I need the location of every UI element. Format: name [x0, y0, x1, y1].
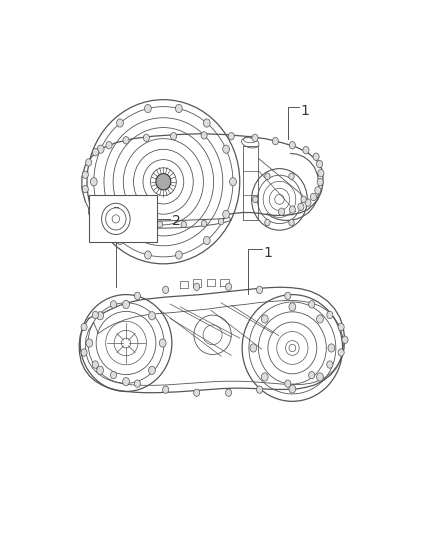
- Circle shape: [250, 344, 257, 352]
- Circle shape: [272, 138, 279, 145]
- Circle shape: [97, 366, 103, 374]
- Circle shape: [134, 292, 141, 300]
- Circle shape: [203, 119, 210, 127]
- Circle shape: [257, 386, 263, 393]
- Circle shape: [97, 145, 104, 154]
- Circle shape: [285, 292, 291, 300]
- Circle shape: [305, 199, 311, 206]
- Circle shape: [145, 104, 151, 112]
- Circle shape: [90, 177, 97, 186]
- Circle shape: [92, 361, 99, 368]
- Circle shape: [117, 119, 124, 127]
- Circle shape: [201, 220, 207, 227]
- Circle shape: [123, 136, 129, 144]
- Circle shape: [289, 173, 294, 180]
- Circle shape: [219, 219, 224, 225]
- Circle shape: [290, 206, 295, 213]
- Circle shape: [226, 389, 232, 397]
- Circle shape: [176, 251, 182, 259]
- Circle shape: [318, 169, 324, 177]
- Circle shape: [289, 385, 296, 393]
- Circle shape: [159, 339, 166, 347]
- Circle shape: [265, 173, 270, 180]
- Circle shape: [82, 185, 88, 193]
- Circle shape: [181, 221, 187, 228]
- Circle shape: [81, 349, 87, 356]
- Text: 2: 2: [172, 214, 180, 228]
- Circle shape: [117, 236, 124, 245]
- Circle shape: [201, 132, 207, 139]
- Circle shape: [98, 215, 103, 222]
- Circle shape: [97, 210, 104, 219]
- Circle shape: [257, 286, 263, 294]
- Circle shape: [261, 373, 268, 381]
- Circle shape: [176, 104, 182, 112]
- Circle shape: [162, 286, 169, 294]
- Circle shape: [148, 366, 155, 374]
- Text: 1: 1: [301, 104, 310, 118]
- Ellipse shape: [156, 174, 171, 190]
- Circle shape: [315, 187, 321, 194]
- Circle shape: [311, 193, 317, 200]
- Circle shape: [148, 312, 155, 320]
- Circle shape: [317, 179, 323, 186]
- Circle shape: [317, 373, 323, 381]
- Circle shape: [252, 134, 258, 142]
- Text: 1: 1: [264, 246, 272, 260]
- Circle shape: [313, 153, 319, 160]
- Circle shape: [143, 134, 149, 142]
- Circle shape: [81, 324, 87, 330]
- Bar: [88, 195, 157, 243]
- Circle shape: [134, 220, 139, 227]
- Circle shape: [157, 221, 162, 228]
- Circle shape: [97, 312, 103, 320]
- Circle shape: [86, 159, 92, 166]
- Circle shape: [317, 315, 323, 323]
- Circle shape: [123, 301, 130, 309]
- Circle shape: [145, 251, 151, 259]
- Circle shape: [194, 389, 200, 397]
- Circle shape: [338, 349, 344, 356]
- Circle shape: [162, 386, 169, 393]
- Circle shape: [298, 203, 304, 211]
- Circle shape: [265, 219, 270, 226]
- Circle shape: [327, 311, 333, 319]
- Circle shape: [279, 208, 285, 215]
- Circle shape: [338, 324, 344, 330]
- Circle shape: [170, 133, 177, 140]
- Circle shape: [289, 303, 296, 311]
- Circle shape: [230, 177, 237, 186]
- Circle shape: [290, 142, 295, 149]
- Circle shape: [309, 301, 315, 308]
- Circle shape: [223, 210, 230, 219]
- Circle shape: [223, 145, 230, 154]
- Circle shape: [226, 283, 232, 290]
- Circle shape: [285, 380, 291, 387]
- Circle shape: [194, 283, 200, 290]
- Circle shape: [301, 196, 306, 203]
- Circle shape: [203, 236, 210, 245]
- Circle shape: [134, 380, 141, 387]
- Circle shape: [92, 311, 99, 319]
- Circle shape: [309, 372, 315, 379]
- Circle shape: [228, 133, 234, 140]
- Circle shape: [106, 142, 112, 149]
- Circle shape: [110, 372, 117, 379]
- Circle shape: [317, 160, 322, 168]
- Circle shape: [327, 361, 333, 368]
- Circle shape: [303, 147, 309, 154]
- Circle shape: [110, 301, 117, 308]
- Circle shape: [82, 171, 88, 179]
- Circle shape: [86, 339, 93, 347]
- Circle shape: [113, 219, 119, 225]
- Circle shape: [253, 196, 258, 203]
- Circle shape: [328, 344, 335, 352]
- Circle shape: [123, 377, 129, 386]
- Circle shape: [289, 219, 294, 226]
- Circle shape: [342, 336, 348, 343]
- Circle shape: [92, 149, 99, 156]
- Circle shape: [261, 315, 268, 323]
